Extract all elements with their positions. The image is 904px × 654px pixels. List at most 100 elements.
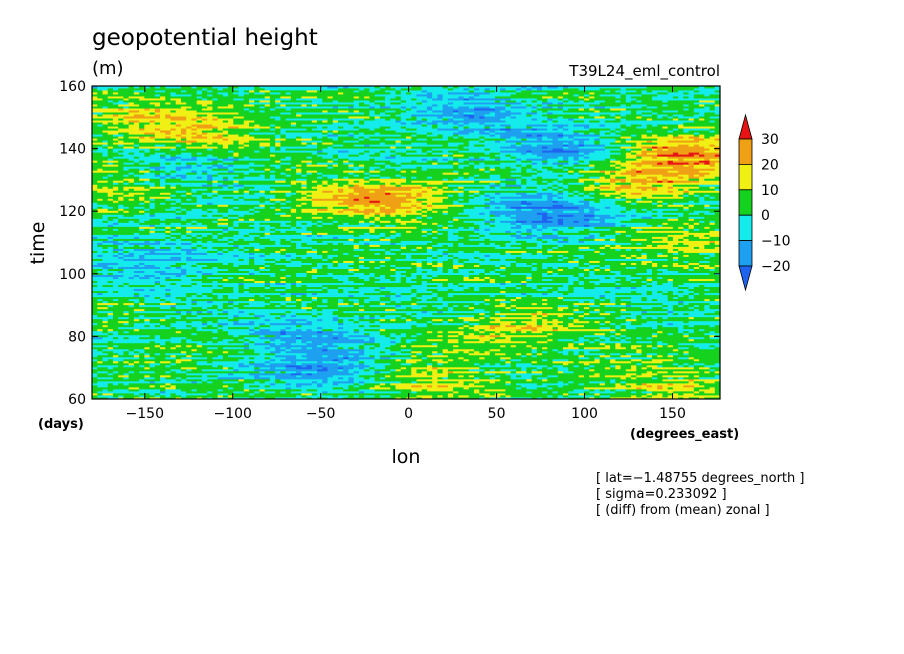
heatmap-cell — [379, 330, 386, 334]
heatmap-cell — [552, 346, 559, 350]
heatmap-cell — [128, 352, 135, 356]
heatmap-cell — [112, 334, 119, 338]
heatmap-cell — [269, 374, 276, 378]
heatmap-cell — [568, 378, 574, 382]
heatmap-cell — [714, 332, 720, 336]
heatmap-cell — [201, 334, 208, 338]
heatmap-cell — [688, 340, 695, 344]
heatmap-cell — [657, 390, 663, 394]
heatmap-cell — [249, 376, 255, 380]
heatmap-cell — [479, 360, 485, 364]
heatmap-cell — [411, 336, 417, 340]
heatmap-cell — [332, 378, 339, 382]
heatmap-cell — [133, 372, 140, 376]
heatmap-cell — [505, 374, 512, 378]
heatmap-cell — [112, 380, 119, 384]
heatmap-cell — [317, 342, 323, 346]
heatmap-cell — [160, 362, 166, 366]
heatmap-cell — [709, 390, 716, 394]
heatmap-cell — [102, 348, 109, 352]
heatmap-cell — [411, 362, 417, 366]
heatmap-cell — [337, 382, 344, 386]
heatmap-cell — [594, 396, 601, 399]
heatmap-cell — [688, 382, 695, 386]
heatmap-cell — [385, 354, 391, 358]
heatmap-cell — [107, 378, 114, 382]
heatmap-cell — [610, 390, 616, 394]
heatmap-cell — [406, 376, 412, 380]
heatmap-cell — [390, 394, 396, 398]
heatmap-cell — [92, 366, 98, 370]
heatmap-cell — [337, 366, 344, 370]
heatmap-cell — [144, 388, 150, 392]
heatmap-cell — [542, 380, 548, 384]
heatmap-cell — [646, 342, 653, 346]
heatmap-cell — [631, 336, 637, 340]
heatmap-cell — [311, 332, 318, 336]
heatmap-cell — [390, 378, 396, 382]
heatmap-cell — [536, 370, 543, 374]
heatmap-cell — [510, 350, 517, 354]
heatmap-cell — [406, 380, 412, 384]
heatmap-cell — [709, 330, 716, 334]
heatmap-cell — [128, 354, 135, 358]
heatmap-cell — [222, 360, 229, 364]
heatmap-cell — [228, 366, 234, 370]
heatmap-cell — [510, 372, 517, 376]
heatmap-cell — [285, 362, 292, 366]
heatmap-cell — [254, 324, 260, 328]
heatmap-cell — [651, 380, 658, 384]
heatmap-cell — [207, 338, 213, 342]
heatmap-cell — [201, 390, 208, 394]
heatmap-cell — [604, 372, 611, 376]
heatmap-cell — [479, 392, 485, 396]
heatmap-cell — [521, 334, 527, 338]
heatmap-cell — [557, 330, 564, 334]
heatmap-cell — [494, 372, 501, 376]
heatmap-cell — [610, 382, 616, 386]
heatmap-cell — [306, 342, 313, 346]
heatmap-cell — [175, 390, 182, 394]
heatmap-cell — [207, 356, 213, 360]
heatmap-cell — [170, 370, 177, 374]
heatmap-cell — [201, 382, 208, 386]
heatmap-cell — [484, 382, 491, 386]
heatmap-cell — [610, 370, 616, 374]
heatmap-cell — [583, 384, 590, 388]
heatmap-cell — [160, 368, 166, 372]
heatmap-cell — [364, 356, 370, 360]
heatmap-cell — [589, 388, 595, 392]
heatmap-cell — [672, 340, 679, 344]
heatmap-cell — [641, 362, 648, 366]
heatmap-cell — [406, 358, 412, 362]
heatmap-cell — [552, 374, 559, 378]
heatmap-cell — [139, 366, 145, 370]
heatmap-cell — [542, 326, 548, 330]
heatmap-cell — [447, 354, 454, 358]
heatmap-cell — [704, 392, 710, 396]
heatmap-cell — [625, 380, 632, 384]
heatmap-cell — [406, 334, 412, 338]
heatmap-cell — [651, 330, 658, 334]
heatmap-cell — [139, 322, 145, 326]
heatmap-cell — [651, 344, 658, 348]
heatmap-cell — [275, 348, 281, 352]
heatmap-cell — [500, 372, 506, 376]
heatmap-cell — [92, 382, 98, 386]
heatmap-cell — [280, 380, 287, 384]
heatmap-cell — [133, 376, 140, 380]
heatmap-cell — [678, 344, 684, 348]
heatmap-cell — [238, 348, 245, 352]
heatmap-cell — [704, 382, 710, 386]
heatmap-cell — [280, 320, 287, 324]
heatmap-cell — [604, 338, 611, 342]
heatmap-cell — [421, 370, 428, 374]
heatmap-cell — [416, 362, 423, 366]
heatmap-cell — [175, 344, 182, 348]
heatmap-cell — [301, 376, 307, 380]
heatmap-cell — [228, 374, 234, 378]
heatmap-cell — [416, 392, 423, 396]
heatmap-cell — [599, 370, 606, 374]
heatmap-cell — [573, 328, 580, 332]
heatmap-cell — [599, 344, 606, 348]
